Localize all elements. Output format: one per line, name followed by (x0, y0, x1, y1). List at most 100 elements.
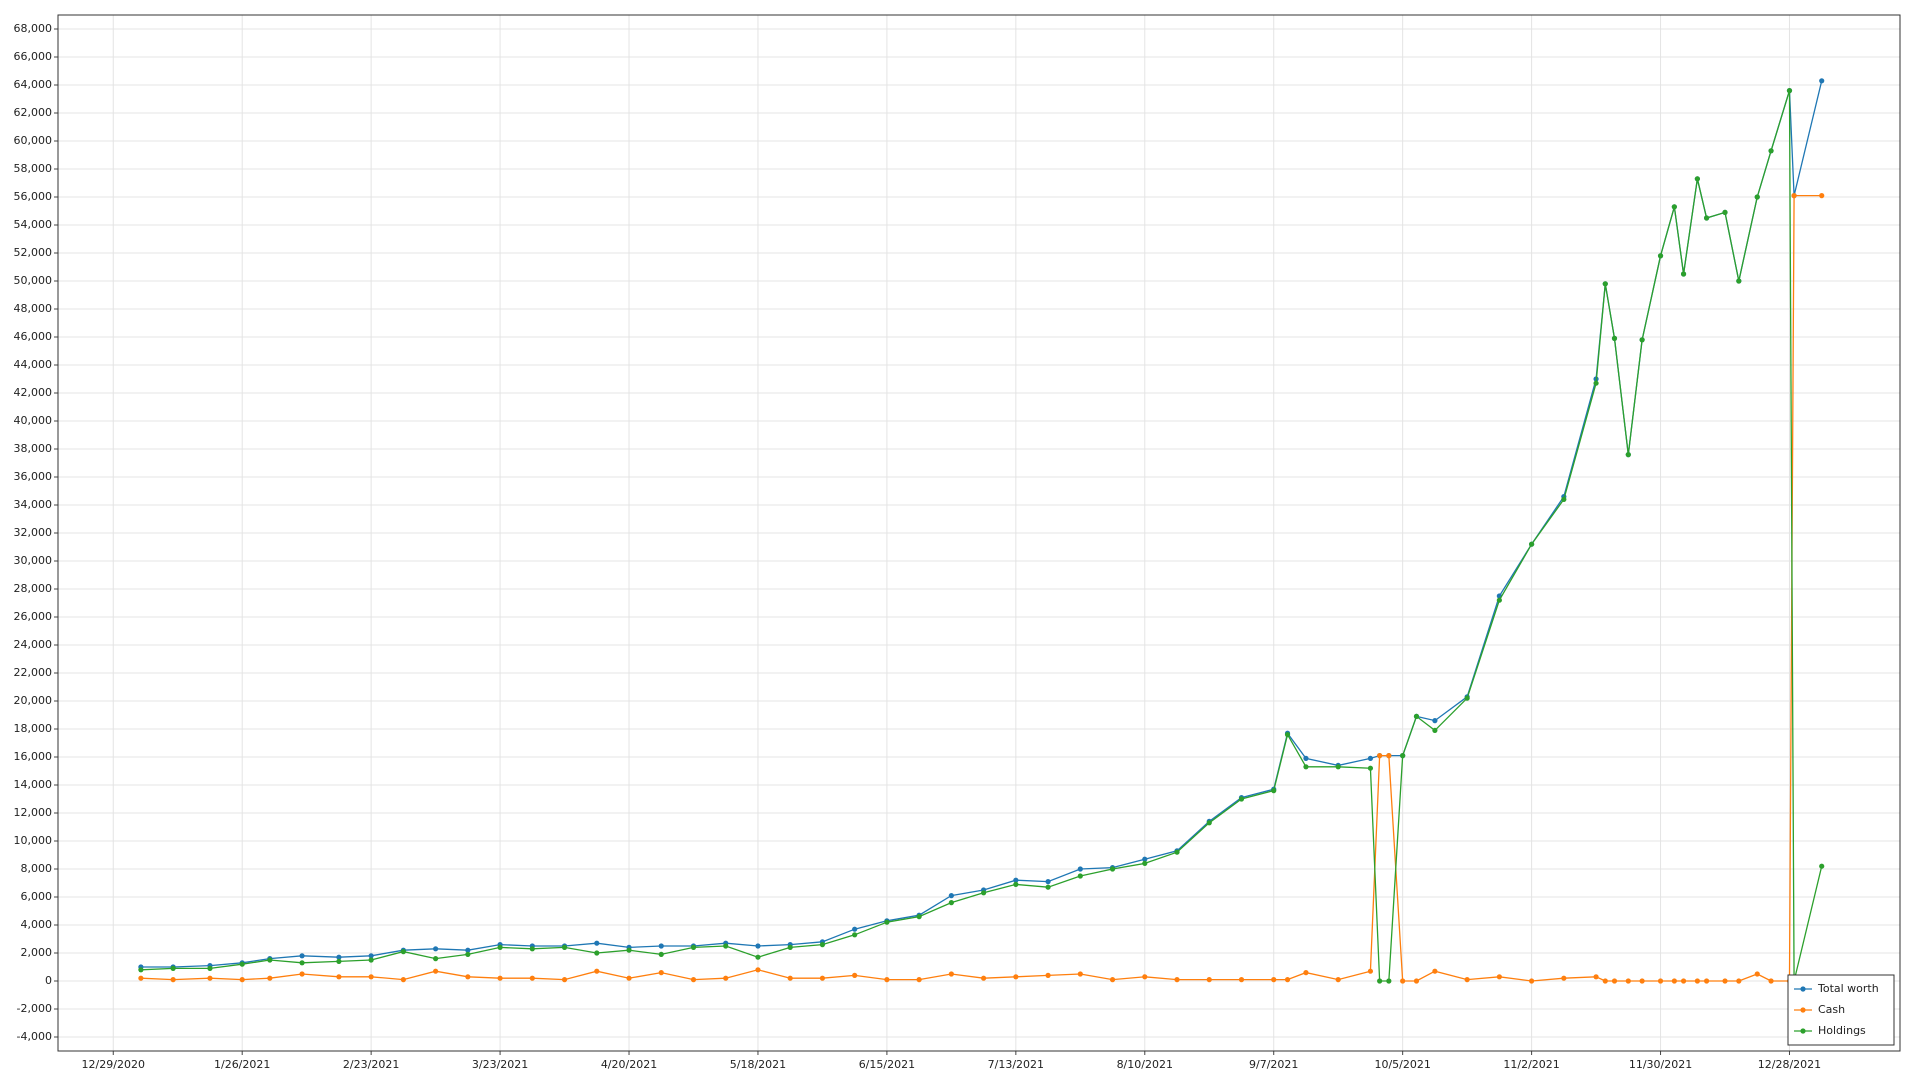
point (594, 968, 600, 974)
point (626, 947, 632, 953)
point (1736, 978, 1742, 984)
legend-marker (1800, 986, 1806, 992)
point (138, 967, 144, 973)
point (1593, 974, 1599, 980)
y-tick-label: 54,000 (14, 218, 53, 231)
point (1561, 496, 1567, 502)
point (1303, 970, 1309, 976)
point (299, 971, 305, 977)
legend-marker (1800, 1007, 1806, 1013)
y-tick-label: -4,000 (17, 1030, 52, 1043)
point (1819, 78, 1825, 84)
point (1694, 176, 1700, 182)
point (1657, 253, 1664, 259)
point (884, 977, 890, 983)
plot-frame (57, 14, 1901, 1052)
point (594, 950, 600, 956)
y-tick-label: 32,000 (14, 526, 53, 539)
series-line (140, 194, 1822, 982)
y-tick-label: 44,000 (14, 358, 53, 371)
point (433, 946, 439, 952)
x-tick-label: 12/28/2021 (1758, 1058, 1821, 1071)
y-tick-label: 2,000 (21, 946, 53, 959)
y-tick-label: -2,000 (17, 1002, 52, 1015)
y-tick-label: 48,000 (14, 302, 53, 315)
point (561, 944, 568, 951)
point (465, 947, 471, 953)
point (658, 943, 664, 949)
point (1722, 209, 1728, 215)
point (981, 975, 987, 981)
point (1671, 204, 1677, 210)
point (368, 974, 374, 980)
point (1671, 978, 1677, 984)
point (1496, 974, 1502, 980)
point (299, 953, 305, 959)
point (1625, 452, 1631, 458)
point (1413, 978, 1420, 984)
point (1238, 977, 1245, 983)
point (1238, 796, 1245, 802)
x-tick-label: 8/10/2021 (1117, 1058, 1173, 1071)
y-tick-label: 28,000 (14, 582, 53, 595)
point (1602, 978, 1608, 984)
point (170, 965, 176, 972)
point (1271, 788, 1277, 794)
point (170, 977, 176, 983)
point (267, 975, 273, 981)
y-tick-label: 12,000 (14, 806, 53, 819)
point (690, 944, 697, 951)
point (1400, 978, 1406, 984)
point (755, 943, 761, 949)
point (1045, 972, 1051, 979)
point (1529, 541, 1535, 547)
point (1561, 975, 1567, 981)
y-tick-label: 36,000 (14, 470, 53, 483)
point (884, 919, 890, 925)
point (1819, 863, 1825, 869)
point (1680, 978, 1687, 984)
point (852, 926, 858, 932)
point (1768, 978, 1774, 984)
y-tick-label: 22,000 (14, 666, 53, 679)
point (1271, 977, 1277, 983)
point (1284, 977, 1291, 983)
x-tick-label: 10/5/2021 (1374, 1058, 1430, 1071)
y-tick-label: 30,000 (14, 554, 53, 567)
point (497, 944, 503, 951)
point (1754, 194, 1760, 200)
point (1722, 978, 1728, 984)
y-tick-label: 40,000 (14, 414, 53, 427)
x-tick-label: 7/13/2021 (988, 1058, 1044, 1071)
point (1464, 977, 1470, 983)
y-tick-label: 42,000 (14, 386, 53, 399)
series-line (140, 80, 1823, 968)
point (1367, 765, 1374, 771)
x-tick-label: 11/2/2021 (1503, 1058, 1559, 1071)
point (1639, 337, 1645, 343)
y-tick-label: 10,000 (14, 834, 53, 847)
point (1496, 597, 1502, 603)
point (1335, 977, 1341, 983)
point (755, 954, 761, 960)
point (1694, 978, 1700, 984)
point (207, 975, 213, 981)
y-tick-label: 4,000 (21, 918, 53, 931)
point (1754, 971, 1760, 977)
point (948, 893, 954, 899)
point (1109, 866, 1116, 872)
point (1377, 753, 1383, 759)
y-tick-label: 8,000 (21, 862, 53, 875)
point (1013, 974, 1019, 980)
point (1367, 968, 1374, 974)
point (400, 949, 406, 955)
point (368, 953, 374, 959)
y-tick-label: 18,000 (14, 722, 53, 735)
point (1432, 718, 1438, 724)
legend-marker (1800, 1028, 1806, 1034)
point (1611, 978, 1618, 984)
point (1109, 977, 1116, 983)
point (626, 975, 632, 981)
y-tick-label: 6,000 (21, 890, 53, 903)
